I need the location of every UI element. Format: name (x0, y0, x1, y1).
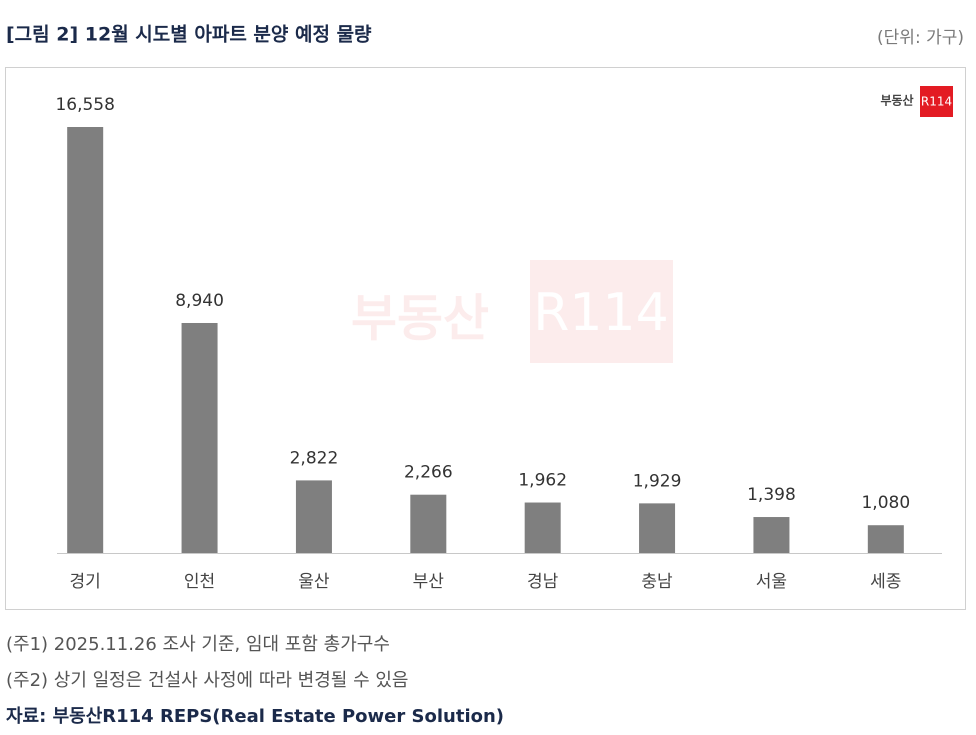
watermark-badge-text: R114 (533, 283, 668, 343)
watermark: 부동산 R114 (351, 260, 673, 363)
data-label: 2,266 (404, 463, 453, 483)
bar (181, 322, 218, 553)
watermark-badge (530, 260, 673, 363)
unit-label: (단위: 가구) (877, 28, 964, 48)
bar (295, 480, 332, 553)
x-tick-label: 세종 (870, 572, 901, 592)
x-tick-label: 충남 (641, 572, 673, 592)
logo-badge-text: R114 (921, 95, 952, 109)
watermark-text: 부동산 (351, 290, 489, 348)
data-label: 8,940 (175, 291, 224, 311)
data-label: 16,558 (55, 95, 114, 115)
plot-frame (5, 67, 966, 610)
bar (67, 127, 104, 553)
bar (867, 525, 904, 553)
x-tick-label: 경기 (70, 572, 101, 592)
x-tick-label: 인천 (184, 572, 215, 592)
logo-text: 부동산 (880, 93, 913, 108)
x-tick-label: 부산 (413, 572, 445, 592)
data-label: 1,080 (861, 493, 910, 513)
bar (753, 517, 790, 553)
data-label: 1,929 (633, 471, 682, 491)
data-label: 1,398 (747, 485, 796, 505)
chart-title: [그림 2] 12월 시도별 아파트 분양 예정 물량 (6, 24, 372, 46)
x-tick-label: 서울 (756, 572, 787, 592)
data-label: 1,962 (518, 471, 567, 491)
bar (639, 503, 676, 553)
source: 자료: 부동산R114 REPS(Real Estate Power Solut… (6, 706, 504, 727)
x-tick-label: 경남 (527, 572, 559, 592)
logo-badge (920, 86, 953, 117)
data-label: 2,822 (290, 448, 339, 468)
x-tick-label: 울산 (298, 572, 330, 592)
bar (410, 494, 447, 553)
bar (524, 502, 561, 553)
note: (주2) 상기 일정은 건설사 사정에 따라 변경될 수 있음 (6, 670, 408, 691)
note: (주1) 2025.11.26 조사 기준, 임대 포함 총가구수 (6, 634, 390, 655)
